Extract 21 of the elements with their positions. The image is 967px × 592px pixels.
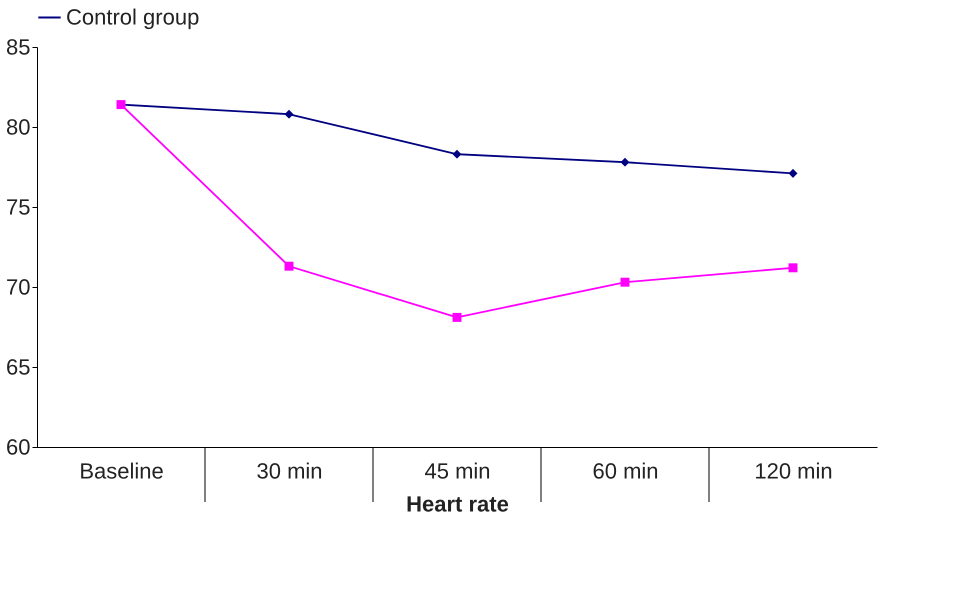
x-tick-label: 120 min xyxy=(754,458,833,484)
point xyxy=(620,158,630,167)
legend-label: Control group xyxy=(66,4,200,30)
x-tick-label: 30 min xyxy=(256,458,323,484)
point xyxy=(620,278,630,287)
x-axis-title: Heart rate xyxy=(406,492,509,516)
point xyxy=(452,312,462,322)
y-tick-label: 80 xyxy=(6,114,30,140)
y-tick-label: 75 xyxy=(6,194,30,220)
point xyxy=(452,150,462,159)
y-tick-label: 70 xyxy=(6,274,30,300)
point xyxy=(788,263,798,272)
y-tick-label: 85 xyxy=(6,34,30,60)
point xyxy=(284,262,294,271)
x-tick-label: Baseline xyxy=(79,458,164,484)
x-tick-label: 60 min xyxy=(592,458,659,484)
point xyxy=(284,110,294,119)
y-tick-label: 65 xyxy=(6,354,30,380)
x-tick-label: 45 min xyxy=(424,458,491,484)
point xyxy=(788,168,798,178)
y-tick-label: 60 xyxy=(6,434,30,460)
